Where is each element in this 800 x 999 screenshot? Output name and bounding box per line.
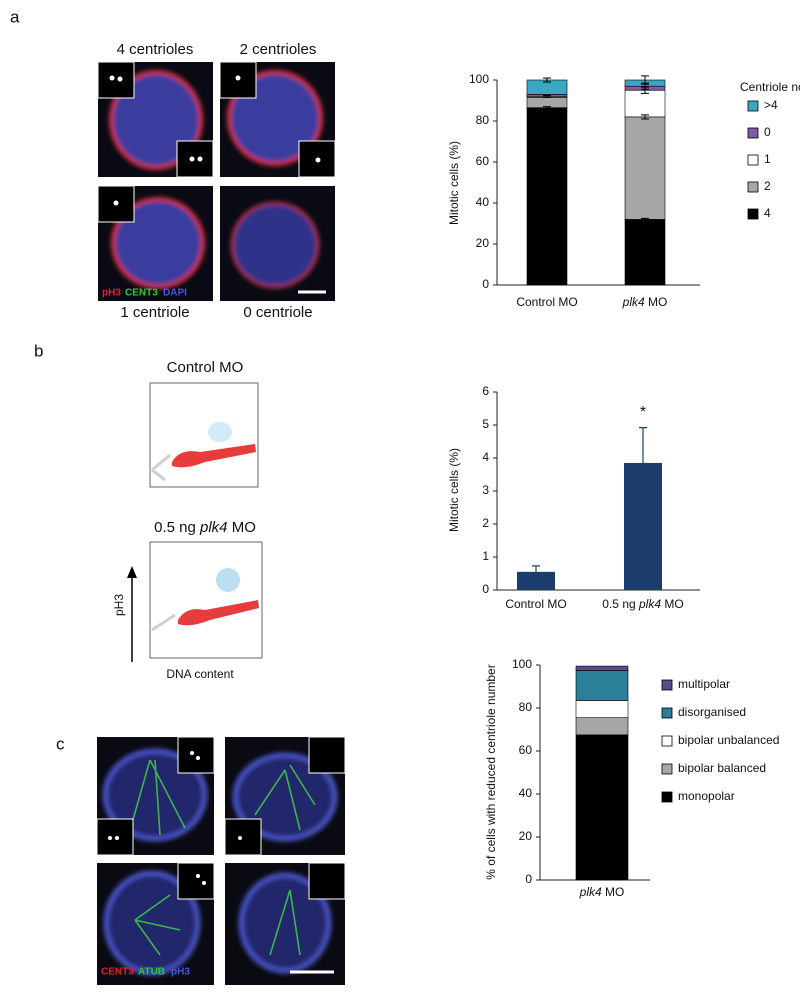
y-tick-label: 80 bbox=[519, 700, 533, 714]
bar-segment bbox=[526, 107, 568, 286]
error-bar bbox=[641, 75, 649, 85]
image-caption: 1 centriole bbox=[120, 304, 189, 321]
bar-segment bbox=[624, 219, 666, 286]
bar-segment bbox=[526, 97, 568, 108]
legend-swatch bbox=[661, 679, 673, 691]
y-tick-label: 20 bbox=[476, 236, 490, 250]
error-bar bbox=[543, 77, 551, 83]
y-axis-label: Mitotic cells (%) bbox=[447, 141, 461, 225]
legend-label: 2 bbox=[764, 179, 771, 193]
panel-label: a bbox=[10, 7, 20, 26]
legend-swatch bbox=[661, 763, 673, 775]
y-tick-label: 6 bbox=[482, 384, 489, 398]
y-tick-label: 40 bbox=[476, 195, 490, 209]
stain-label: ATUB bbox=[138, 967, 165, 978]
panel-label: b bbox=[34, 341, 43, 360]
legend-label: disorganised bbox=[678, 705, 746, 719]
y-axis-label: Mitotic cells (%) bbox=[447, 448, 461, 532]
bar-segment bbox=[624, 116, 666, 220]
y-tick-label: 40 bbox=[519, 786, 533, 800]
y-tick-label: 0 bbox=[482, 277, 489, 291]
x-tick-label: Control MO bbox=[505, 597, 566, 611]
bar-segment bbox=[575, 670, 629, 701]
y-tick-label: 5 bbox=[482, 417, 489, 431]
panel-a-images bbox=[97, 61, 336, 301]
x-tick-label: Control MO bbox=[516, 295, 577, 309]
stain-label: CENT3 bbox=[101, 967, 134, 978]
error-bar bbox=[639, 427, 647, 463]
stain-label: pH3 bbox=[102, 288, 121, 299]
error-bar bbox=[543, 94, 551, 98]
image-caption: 2 centrioles bbox=[240, 41, 317, 58]
legend-title: Centriole no bbox=[740, 80, 800, 94]
legend-swatch bbox=[747, 127, 759, 139]
y-tick-label: 0 bbox=[482, 582, 489, 596]
y-tick-label: 1 bbox=[482, 549, 489, 563]
stain-label: DAPI bbox=[163, 288, 187, 299]
legend-swatch bbox=[747, 100, 759, 112]
bar bbox=[517, 571, 555, 590]
error-bar bbox=[641, 217, 649, 221]
y-tick-label: 100 bbox=[469, 72, 489, 86]
legend-label: >4 bbox=[764, 98, 778, 112]
y-axis-label: % of cells with reduced centriole number bbox=[484, 664, 498, 879]
panel-label: c bbox=[56, 734, 65, 753]
legend-label: 1 bbox=[764, 152, 771, 166]
bar-segment bbox=[575, 665, 629, 671]
legend-swatch bbox=[661, 791, 673, 803]
legend-swatch bbox=[747, 154, 759, 166]
panel-c-images bbox=[96, 736, 346, 985]
y-tick-label: 3 bbox=[482, 483, 489, 497]
y-tick-label: 60 bbox=[519, 743, 533, 757]
error-bar bbox=[532, 565, 540, 572]
annotation: * bbox=[640, 404, 646, 421]
y-tick-label: 100 bbox=[512, 657, 532, 671]
y-tick-label: 20 bbox=[519, 829, 533, 843]
flow-plots bbox=[127, 382, 263, 662]
y-tick-label: 80 bbox=[476, 113, 490, 127]
x-tick-label: plk4 MO bbox=[622, 295, 668, 309]
legend-label: monopolar bbox=[678, 789, 735, 803]
plot-title: 0.5 ng plk4 MO bbox=[154, 519, 256, 536]
axis-label: DNA content bbox=[166, 667, 234, 681]
bar-segment bbox=[624, 89, 666, 118]
bar bbox=[624, 462, 662, 590]
legend-label: bipolar unbalanced bbox=[678, 733, 779, 747]
legend-swatch bbox=[661, 735, 673, 747]
legend-swatch bbox=[747, 208, 759, 220]
stain-label: CENT3 bbox=[125, 288, 158, 299]
plot-title: Control MO bbox=[167, 359, 244, 376]
legend-swatch bbox=[661, 707, 673, 719]
error-bar bbox=[641, 114, 649, 120]
y-tick-label: 0 bbox=[525, 872, 532, 886]
axis-label: pH3 bbox=[112, 594, 126, 616]
error-bar bbox=[543, 106, 551, 110]
image-caption: 4 centrioles bbox=[117, 41, 194, 58]
image-caption: 0 centriole bbox=[243, 304, 312, 321]
y-tick-label: 4 bbox=[482, 450, 489, 464]
y-tick-label: 60 bbox=[476, 154, 490, 168]
legend-label: 0 bbox=[764, 125, 771, 139]
x-tick-label: 0.5 ng plk4 MO bbox=[602, 597, 683, 611]
stain-label: pH3 bbox=[171, 967, 190, 978]
y-tick-label: 2 bbox=[482, 516, 489, 530]
legend-label: bipolar balanced bbox=[678, 761, 766, 775]
legend-swatch bbox=[747, 181, 759, 193]
legend-label: 4 bbox=[764, 206, 771, 220]
x-tick-label: plk4 MO bbox=[579, 885, 625, 899]
legend-label: multipolar bbox=[678, 677, 730, 691]
bar-segment bbox=[575, 734, 629, 881]
bar-segment bbox=[575, 700, 629, 718]
bar-segment bbox=[575, 717, 629, 736]
